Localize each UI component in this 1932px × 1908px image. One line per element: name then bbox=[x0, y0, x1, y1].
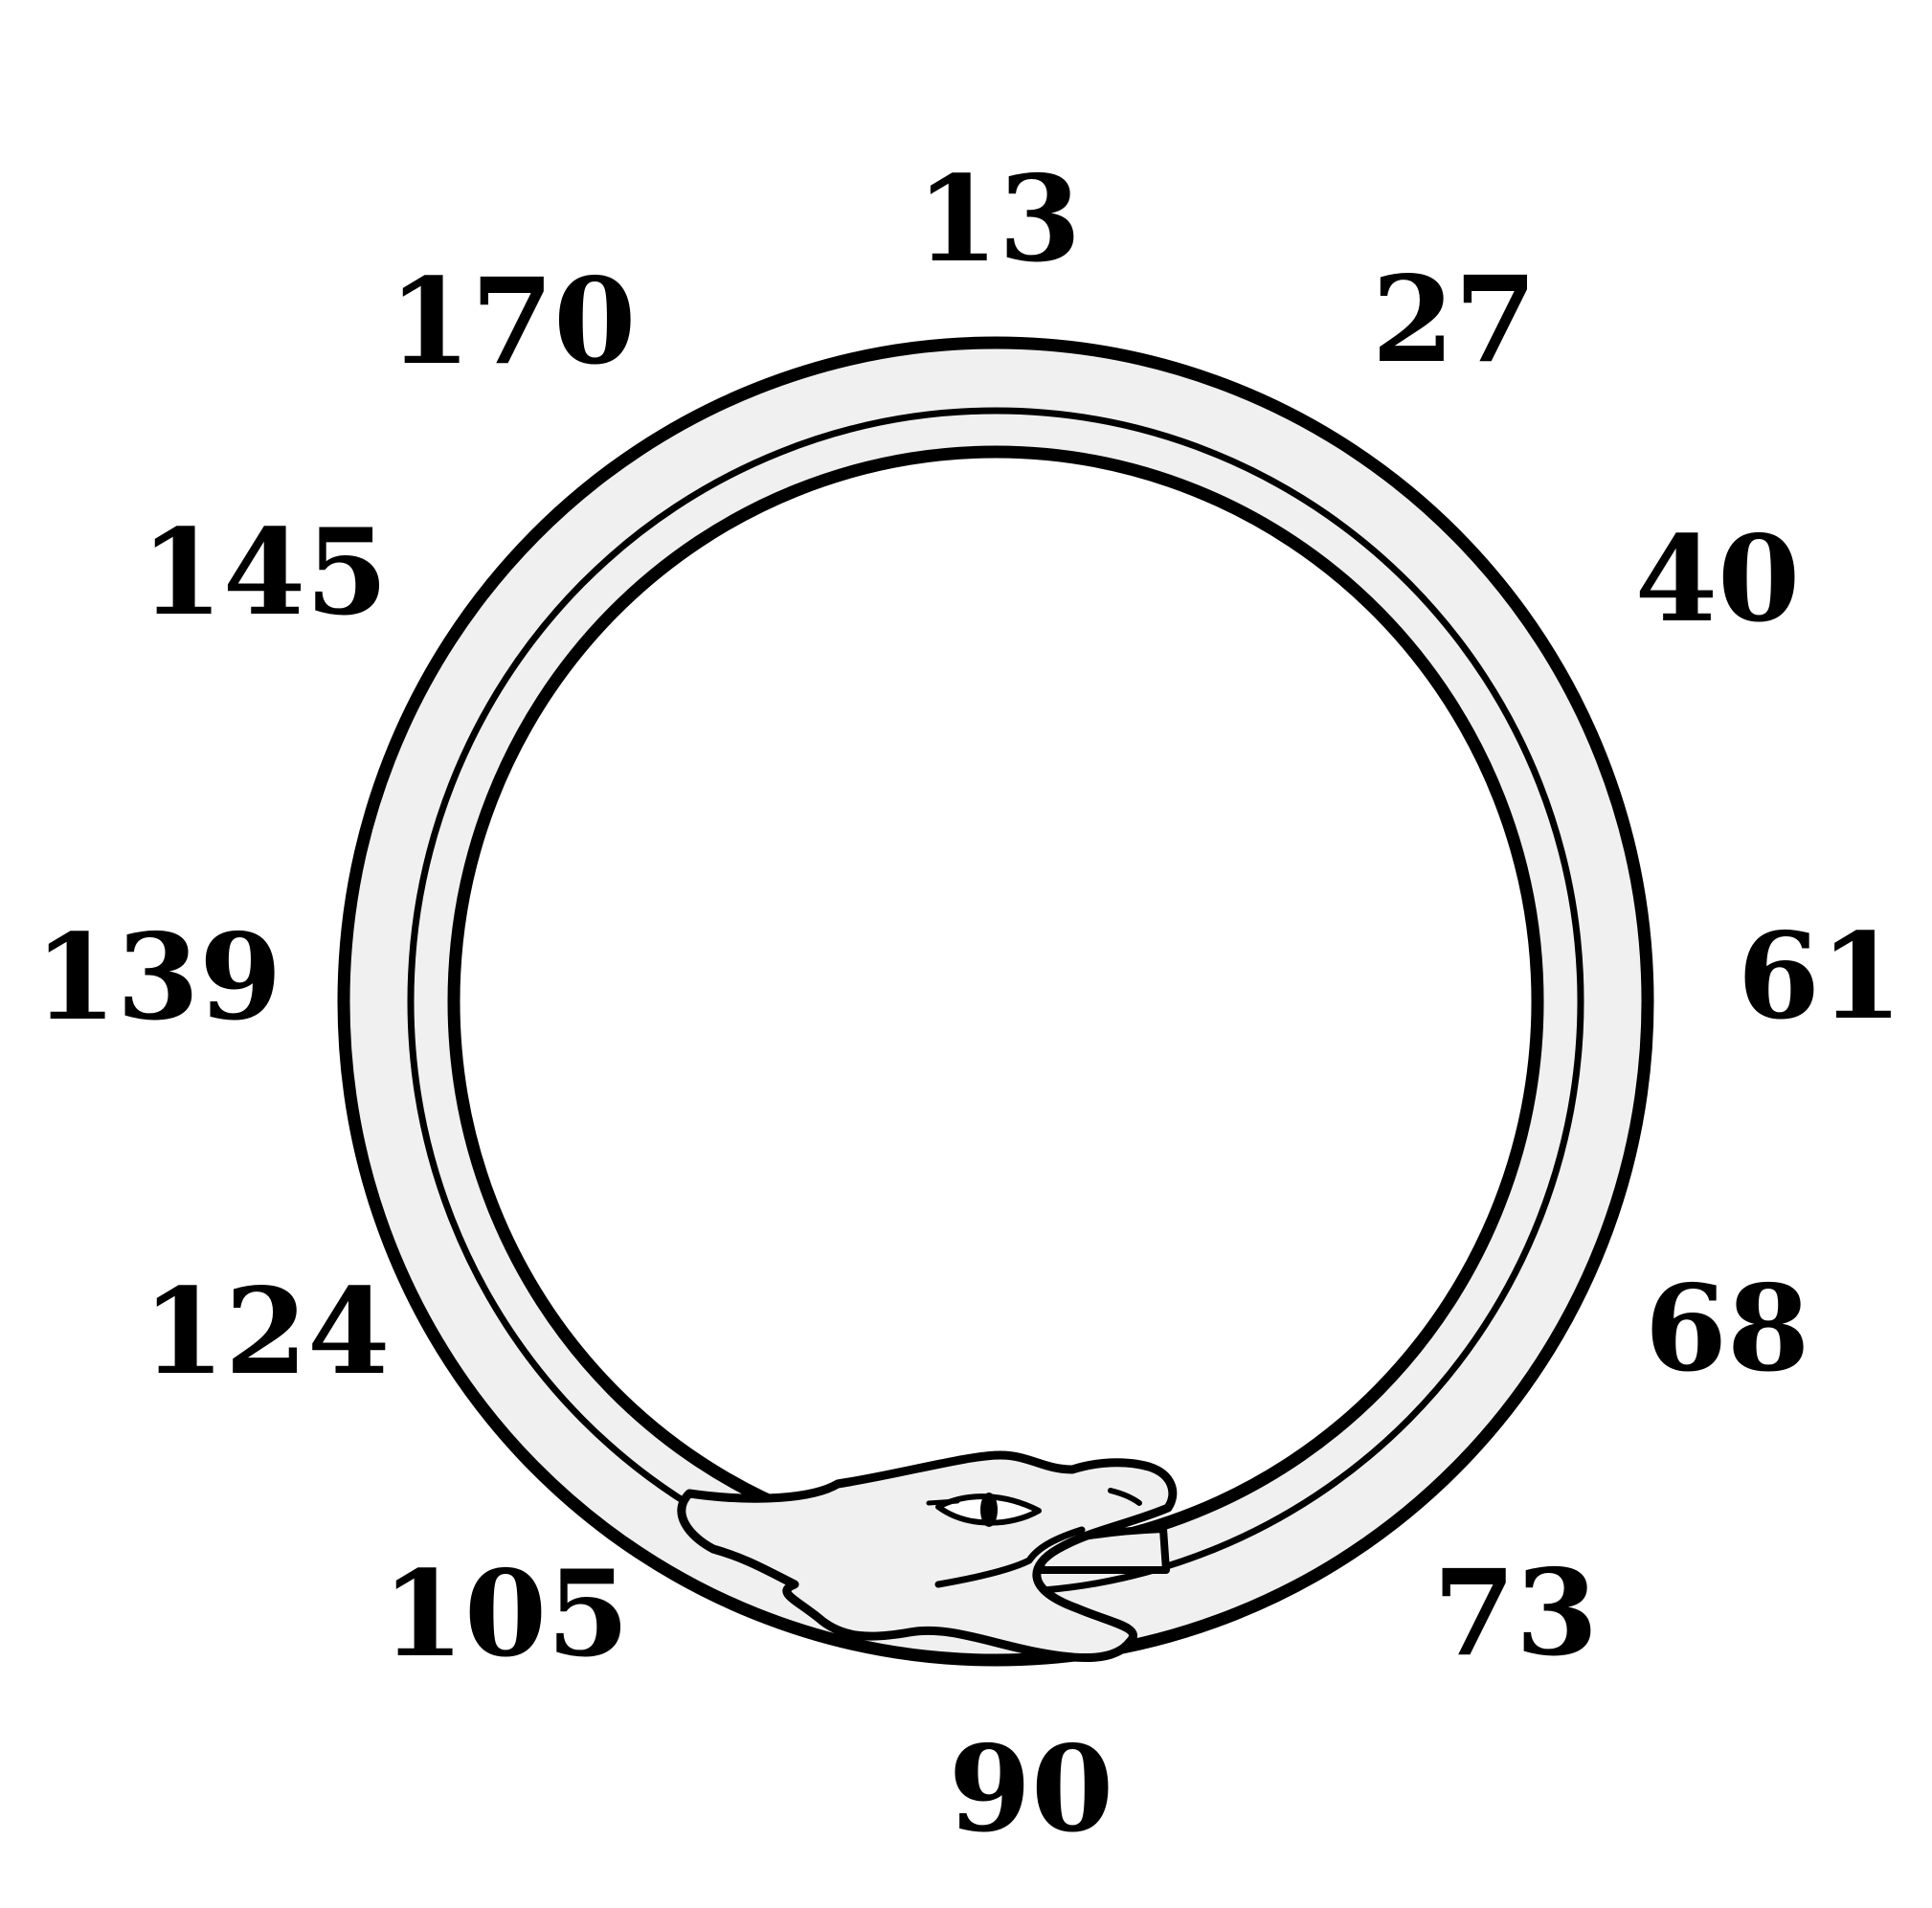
snake-body-outer-outline bbox=[337, 336, 1654, 1667]
number-label: 73 bbox=[1433, 1544, 1599, 1683]
number-label: 90 bbox=[949, 1720, 1114, 1859]
number-label: 139 bbox=[34, 909, 282, 1047]
snake-nostril bbox=[1108, 1488, 1142, 1506]
number-label: 61 bbox=[1738, 908, 1903, 1046]
snake-head-outline bbox=[677, 1450, 1178, 1662]
number-label: 27 bbox=[1372, 251, 1538, 390]
number-label: 13 bbox=[916, 150, 1082, 289]
snake-head bbox=[677, 1450, 1178, 1662]
number-label: 68 bbox=[1645, 1260, 1810, 1399]
snake-brow-line bbox=[926, 1498, 960, 1506]
snake-mouth-line bbox=[934, 1526, 1086, 1588]
snake-body-inner-outline bbox=[447, 445, 1544, 1558]
number-labels: 13 27 40 61 68 73 90 105 124 139 145 170 bbox=[34, 150, 1903, 1859]
number-label: 145 bbox=[141, 504, 389, 642]
number-label: 105 bbox=[382, 1545, 630, 1684]
number-label: 124 bbox=[143, 1263, 391, 1402]
snake-eye-pupil bbox=[980, 1493, 998, 1527]
number-label: 170 bbox=[389, 253, 637, 392]
number-label: 40 bbox=[1635, 510, 1801, 649]
